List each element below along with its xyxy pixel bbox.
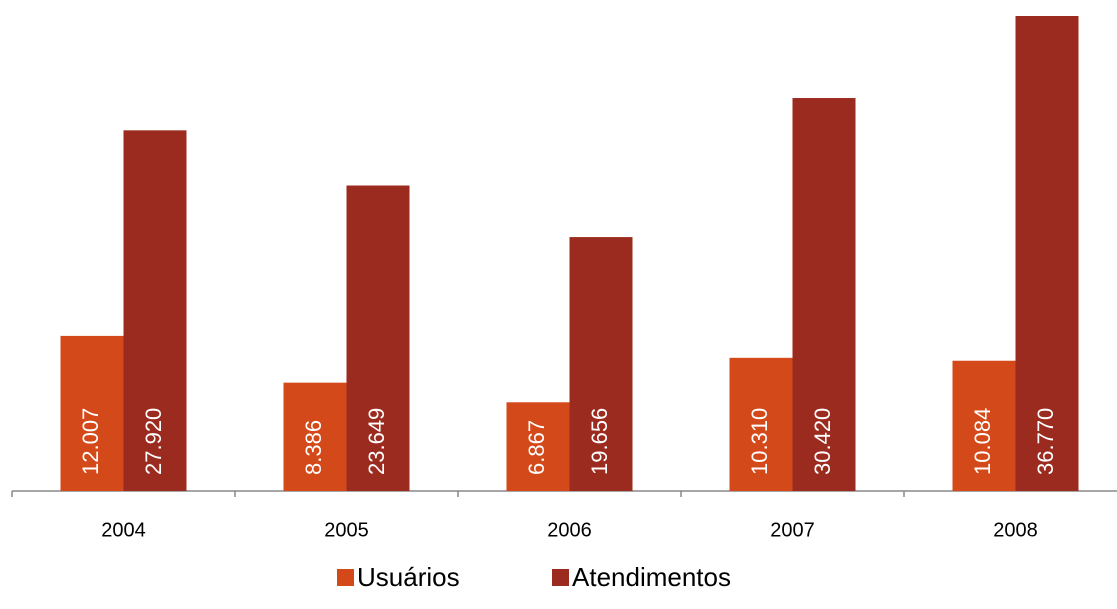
bar: [952, 360, 1016, 491]
x-tick-label: 2004: [101, 519, 146, 541]
bar: [1015, 16, 1079, 491]
data-label: 23.649: [364, 408, 389, 475]
x-tick-label: 2005: [324, 519, 369, 541]
bar: [729, 357, 793, 491]
legend-swatch: [337, 569, 354, 586]
x-tick-label: 2006: [547, 519, 592, 541]
legend-label: Usuários: [357, 562, 460, 592]
data-label: 36.770: [1033, 408, 1058, 475]
bar: [569, 237, 633, 491]
x-tick-label: 2007: [770, 519, 815, 541]
data-label: 27.920: [141, 408, 166, 475]
data-label: 30.420: [810, 408, 835, 475]
bar: [346, 185, 410, 492]
bar: [506, 402, 570, 491]
bar: [283, 382, 347, 491]
data-label: 6.867: [524, 420, 549, 475]
x-tick-label: 2008: [993, 519, 1038, 541]
bar: [60, 335, 124, 491]
data-label: 8.386: [301, 420, 326, 475]
legend-label: Atendimentos: [572, 562, 731, 592]
data-label: 19.656: [587, 408, 612, 475]
bar: [792, 98, 856, 492]
data-label: 12.007: [78, 408, 103, 475]
bar: [123, 130, 187, 491]
legend-swatch: [552, 569, 569, 586]
data-label: 10.310: [747, 408, 772, 475]
data-label: 10.084: [970, 408, 995, 475]
